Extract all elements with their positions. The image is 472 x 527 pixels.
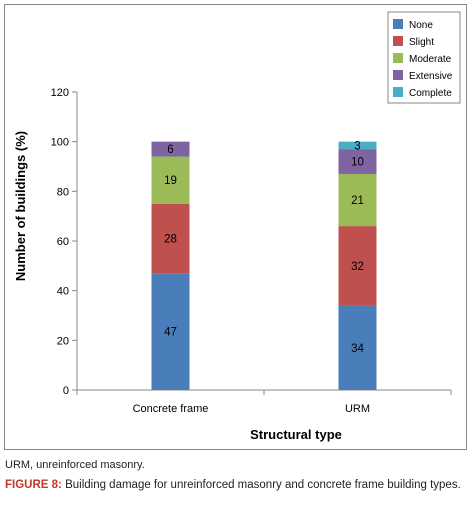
y-axis: 0 20 40 60 80 100 120 bbox=[51, 87, 78, 397]
bar-moderate-urm bbox=[338, 173, 377, 227]
legend-swatch-complete bbox=[393, 87, 403, 97]
bar-none-urm bbox=[338, 305, 377, 390]
segment-data-labels: 47 28 19 6 34 32 21 10 3 bbox=[164, 140, 364, 354]
legend-swatch-extensive bbox=[393, 70, 403, 80]
y-axis-title: Number of buildings (%) bbox=[13, 131, 28, 281]
legend-swatch-moderate bbox=[393, 53, 403, 63]
legend-swatch-slight bbox=[393, 36, 403, 46]
abbreviation-note: URM, unreinforced masonry. bbox=[5, 459, 145, 471]
bar-moderate-concrete-frame bbox=[151, 156, 190, 204]
data-label-complete-urm: 3 bbox=[354, 140, 360, 152]
legend-label-extensive: Extensive bbox=[409, 71, 453, 82]
y-tick-label: 20 bbox=[57, 335, 69, 347]
data-label-moderate-urm: 21 bbox=[351, 195, 364, 207]
bar-segments bbox=[151, 141, 377, 390]
legend-label-complete: Complete bbox=[409, 88, 452, 99]
bar-extensive-concrete-frame bbox=[151, 141, 190, 157]
stacked-bar-chart: 0 20 40 60 80 100 120 Concrete frame URM 47 28 19… bbox=[13, 11, 461, 442]
legend-label-moderate: Moderate bbox=[409, 54, 452, 65]
figure-label: FIGURE 8: bbox=[5, 479, 62, 491]
y-tick-label: 100 bbox=[51, 137, 69, 149]
bar-extensive-urm bbox=[338, 149, 377, 174]
x-axis: Concrete frame URM bbox=[76, 389, 452, 415]
figure-caption: FIGURE 8: Building damage for unreinforc… bbox=[5, 478, 466, 493]
data-label-slight-concrete-frame: 28 bbox=[164, 234, 177, 246]
legend: None Slight Moderate Extensive Complete bbox=[387, 11, 461, 104]
legend-label-none: None bbox=[409, 20, 433, 31]
y-tick-label: 0 bbox=[63, 385, 69, 397]
data-label-slight-urm: 32 bbox=[351, 261, 364, 273]
data-label-none-concrete-frame: 47 bbox=[164, 327, 177, 339]
x-tick-label: Concrete frame bbox=[133, 403, 209, 415]
bar-slight-urm bbox=[338, 226, 377, 306]
data-label-extensive-concrete-frame: 6 bbox=[167, 144, 173, 156]
figure-caption-text: Building damage for unreinforced masonry… bbox=[61, 479, 461, 491]
bar-slight-concrete-frame bbox=[151, 203, 190, 274]
y-tick-label: 80 bbox=[57, 186, 69, 198]
y-tick-label: 60 bbox=[57, 236, 69, 248]
bar-complete-urm bbox=[338, 141, 377, 150]
data-label-extensive-urm: 10 bbox=[351, 157, 364, 169]
y-tick-label: 40 bbox=[57, 286, 69, 298]
data-label-none-urm: 34 bbox=[351, 343, 364, 355]
x-axis-title: Structural type bbox=[250, 427, 342, 442]
bar-none-concrete-frame bbox=[151, 273, 190, 390]
x-tick-label: URM bbox=[345, 403, 370, 415]
legend-swatch-none bbox=[393, 19, 403, 29]
data-label-moderate-concrete-frame: 19 bbox=[164, 175, 177, 187]
y-tick-label: 120 bbox=[51, 87, 69, 99]
legend-label-slight: Slight bbox=[409, 37, 434, 48]
